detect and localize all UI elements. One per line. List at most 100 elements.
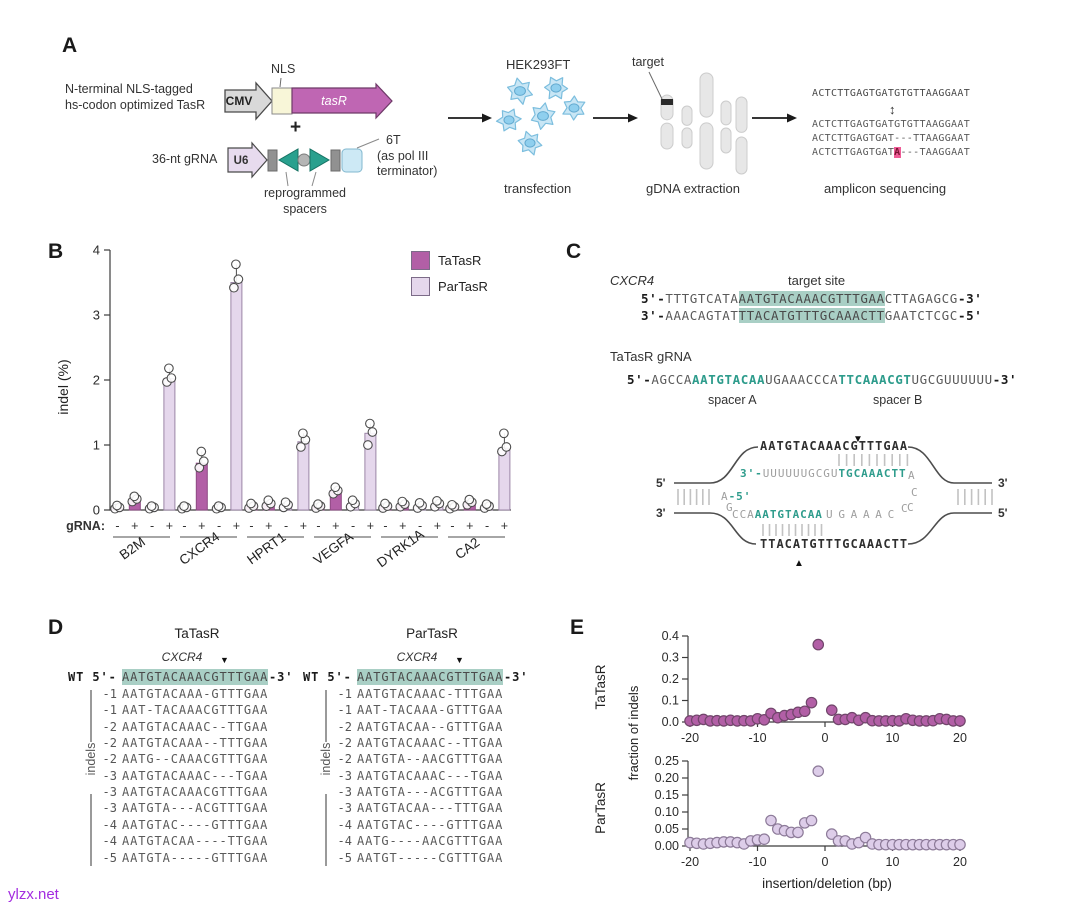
replicate-point (233, 274, 244, 285)
replicate-point (367, 427, 378, 437)
svg-text:-10: -10 (748, 855, 766, 869)
replicate-point (363, 440, 373, 450)
wt-end: -3' (269, 670, 294, 684)
chromosome (660, 94, 674, 121)
replicate-point (464, 494, 475, 505)
scatter-point (805, 696, 818, 709)
gene-label: B2M (117, 534, 148, 562)
svg-text:4: 4 (93, 243, 100, 258)
svg-text:+: + (501, 519, 508, 533)
svg-text:-20: -20 (681, 855, 699, 869)
indels-bracket-line (90, 690, 92, 742)
svg-text:0.10: 0.10 (655, 805, 679, 819)
replicate-point (129, 491, 140, 502)
indel-row: -1 AATGTACAAAC-TTTGAA (303, 687, 533, 703)
strand-end-label: 5' (656, 476, 666, 490)
svg-text:-: - (351, 519, 355, 533)
indel-size: -3 (337, 801, 352, 816)
svg-text:-: - (115, 519, 119, 533)
indel-size: -4 (337, 817, 352, 832)
plus-sign: + (290, 117, 302, 138)
seq-part: 3'- (740, 467, 763, 480)
indel-row: -2 AATGTA--AACGTTTGAA (303, 752, 533, 768)
indel-size: -3 (102, 768, 117, 783)
replicate-point (499, 428, 509, 439)
svg-text:+: + (399, 519, 406, 533)
gdna-caption: gDNA extraction (646, 181, 740, 196)
indel-row: -2 AATGTACAAAC--TTGAA (68, 720, 298, 736)
indel-size: -4 (337, 834, 352, 849)
legend-item: ParTasR (411, 277, 488, 296)
indel-row: -2 AATGTACAAA--TTTGAA (68, 736, 298, 752)
svg-text:0.1: 0.1 (662, 694, 679, 708)
terminator-label-6t: 6T (386, 133, 401, 147)
svg-text:+: + (265, 519, 272, 533)
gene-label: HPRT1 (244, 529, 288, 567)
svg-text:10: 10 (886, 731, 900, 745)
cassette-loop (297, 153, 311, 167)
cell-nucleus (514, 86, 526, 96)
indel-row: -3 AATGTA---ACGTTTGAA (303, 785, 533, 801)
indel-row: -3 AATGTACAA---TTTGAA (303, 801, 533, 817)
spacer-triangle-right (309, 148, 330, 172)
strand-curve (674, 446, 759, 484)
scatter-point (954, 715, 966, 727)
indel-column-tatasr: TaTasR CXCR4 ▼ WT 5'- AATGTACAAACGTTTGAA -3' -… (68, 626, 298, 886)
chromosome (699, 122, 714, 170)
svg-text:indel (%): indel (%) (55, 359, 71, 414)
svg-text:-: - (316, 519, 320, 533)
spacer-a-label: spacer A (708, 393, 757, 407)
strand-end-label: 3' (998, 476, 1008, 490)
indel-sequence: AATGTACAAAC--TTGAA (122, 719, 269, 734)
cell-nucleus (568, 103, 580, 113)
svg-text:-: - (450, 519, 454, 533)
cell-nucleus (524, 138, 536, 148)
seq-part: -3' (957, 291, 983, 306)
indel-sequence: AATGTACAAACGTTTGAA (122, 785, 269, 800)
svg-text:-20: -20 (681, 731, 699, 745)
scatter-point (792, 826, 804, 839)
svg-text:-: - (383, 519, 387, 533)
replicate-point (280, 497, 291, 508)
indel-row: -2 AATGTACAAAC--TTGAA (303, 736, 533, 752)
indel-row: -1 AAT-TACAAA-GTTTGAA (303, 703, 533, 719)
compare-arrow-icon: ↕ (889, 102, 896, 117)
indel-sequence: AATGTAC----GTTTGAA (122, 817, 269, 832)
indel-size: -5 (337, 850, 352, 865)
svg-text:0.00: 0.00 (655, 839, 679, 853)
replicate-point (365, 418, 375, 429)
indel-sequence: AATGTACAA--GTTTGAA (357, 719, 504, 734)
indel-row: -2 AATG--CAAACGTTTGAA (68, 752, 298, 768)
replicate-point (166, 373, 177, 383)
replicate-point (501, 442, 512, 452)
wt-label: WT 5'- (303, 670, 352, 684)
svg-text:0.4: 0.4 (662, 629, 679, 643)
spacers-caption: reprogrammed spacers (240, 186, 370, 217)
bar (297, 441, 310, 511)
replicate-point (112, 500, 122, 511)
seq-part: ---TAAGGAAT (900, 147, 971, 158)
workflow-arrowhead (787, 113, 797, 123)
panel-a-graphics: CMV tasR U6 (224, 71, 797, 187)
replicate-point (347, 495, 358, 506)
spacer-triangle-left (278, 148, 299, 172)
rloop-grna-top: 3'-UUUUUUGCGUTGCAAACTT (740, 467, 907, 480)
legend-swatch (411, 251, 430, 270)
spacer-b-label: spacer B (873, 393, 923, 407)
nls-label: NLS (271, 62, 296, 76)
spacers-caption-line1: reprogrammed (264, 186, 346, 200)
seq-part: AATGTACAAACGTTTGAA (738, 291, 885, 306)
seq-part: UGCGUUUUUU (911, 372, 993, 387)
panel-a-label: A (62, 34, 78, 57)
wt-sequence: AATGTACAAACGTTTGAA (122, 669, 269, 685)
series-name-label: ParTasR (593, 782, 608, 834)
workflow-arrowhead (628, 113, 638, 123)
legend-label: ParTasR (438, 279, 488, 294)
replicate-point (179, 501, 189, 511)
svg-text:0.05: 0.05 (655, 822, 679, 836)
indel-sequence: AATGTAC----GTTTGAA (357, 817, 504, 832)
tasr-gene-shape (291, 82, 393, 120)
rloop-top-strand: AATGTACAAACGTTTGAA (760, 439, 909, 453)
indel-size: -2 (102, 719, 117, 734)
indel-size: -2 (337, 752, 352, 767)
